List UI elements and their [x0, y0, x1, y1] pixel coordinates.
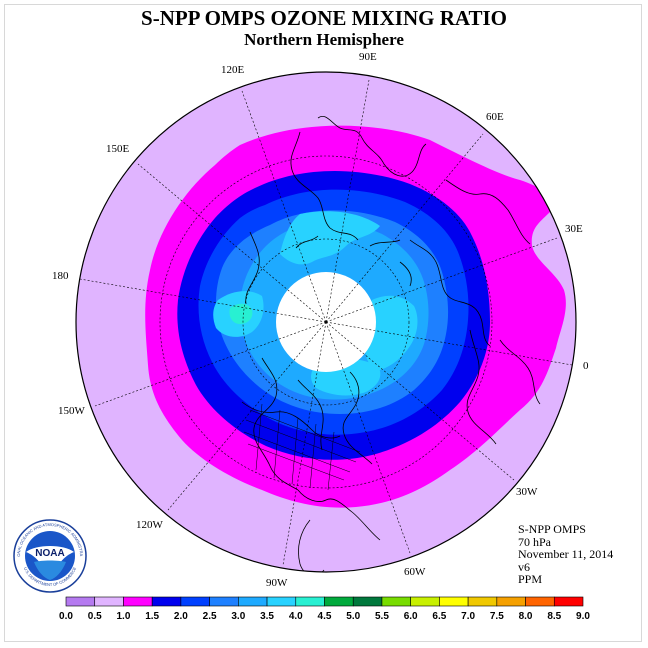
lon-label-150w: 150W: [58, 405, 86, 417]
page-frame: [4, 4, 642, 642]
lon-label-30e: 30E: [565, 223, 583, 235]
coastlines: [241, 116, 541, 572]
info-units: PPM: [518, 572, 543, 586]
info-pressure: 70 hPa: [518, 534, 551, 549]
lon-label-120e: 120E: [221, 64, 245, 76]
lon-label-0: 0: [583, 360, 589, 372]
logo-text: NOAA: [35, 548, 64, 559]
teal-spot: [229, 303, 253, 324]
lon-label-90e: 90E: [359, 51, 377, 63]
info-block: S-NPP OMPS 70 hPa November 11, 2014 v6 P…: [518, 523, 613, 586]
lon-label-60w: 60W: [404, 566, 426, 578]
noaa-logo: NOAA NATIONAL OCEANIC AND ATMOSPHERIC AD…: [12, 518, 87, 593]
map-title: S-NPP OMPS OZONE MIXING RATIO: [141, 6, 507, 30]
lon-label-120w: 120W: [136, 519, 164, 531]
lon-label-150e: 150E: [106, 143, 130, 155]
map-outline: [75, 71, 577, 573]
graticule: [79, 79, 573, 566]
info-date: November 11, 2014: [518, 547, 614, 561]
us-state-borders: [243, 403, 361, 491]
cyan-region: [280, 211, 380, 265]
lon-label-30w: 30W: [516, 486, 538, 498]
lon-label-90w: 90W: [266, 577, 288, 589]
info-version: v6: [518, 559, 530, 574]
longitude-labels: 90E 60E 30E 0 30W 60W 90W 120W 150W 180 …: [52, 51, 589, 589]
cyan-region-east: [365, 295, 418, 370]
map-subtitle: Northern Hemisphere: [244, 30, 404, 49]
ozone-field: [76, 72, 576, 572]
info-instrument: S-NPP OMPS: [518, 522, 586, 536]
lon-label-60e: 60E: [486, 111, 504, 123]
lon-label-180: 180: [52, 270, 69, 282]
